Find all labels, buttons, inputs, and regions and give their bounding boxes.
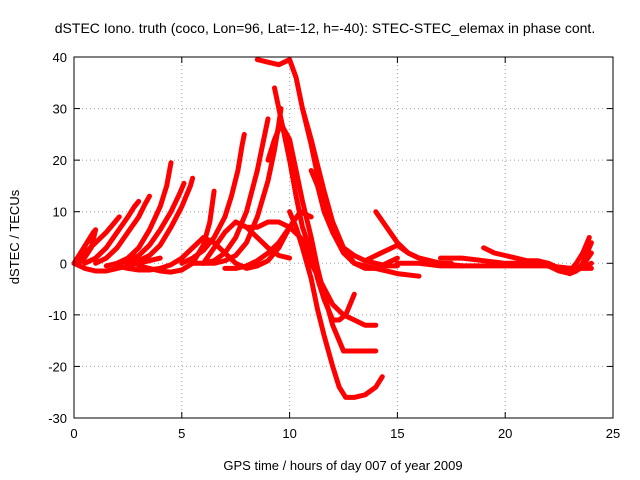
series-line — [222, 209, 314, 271]
y-tick-label: 0 — [60, 256, 67, 271]
y-tick-label: -20 — [48, 359, 67, 374]
series-line — [211, 224, 293, 271]
series-line — [287, 209, 385, 400]
series-line — [179, 131, 247, 266]
series-line — [125, 175, 196, 266]
y-tick-label: -30 — [48, 411, 67, 426]
series-group — [71, 57, 594, 400]
series-line — [545, 250, 594, 277]
series-line — [114, 235, 217, 273]
x-tick-label: 25 — [606, 426, 620, 441]
series-line — [93, 193, 152, 266]
series-line — [71, 214, 122, 266]
series-line — [136, 188, 217, 275]
x-axis-label: GPS time / hours of day 007 of year 2009 — [223, 458, 462, 473]
series-line — [233, 219, 379, 328]
x-tick-label: 15 — [390, 426, 404, 441]
x-tick-label: 5 — [178, 426, 185, 441]
grid — [74, 57, 613, 418]
series-line — [272, 85, 357, 323]
axis-ticks: 0 5 10 15 20 25 -30 -20 -10 0 10 20 30 40 — [48, 50, 620, 441]
y-axis-label: dSTEC / TECUs — [7, 189, 22, 284]
series-line — [556, 235, 592, 274]
series-line — [82, 198, 142, 266]
y-tick-label: 40 — [53, 50, 67, 65]
y-tick-label: 10 — [53, 205, 67, 220]
x-tick-label: 0 — [70, 426, 77, 441]
series-line — [71, 227, 99, 266]
y-tick-label: 20 — [53, 153, 67, 168]
chart-title: dSTEC Iono. truth (coco, Lon=96, Lat=-12… — [55, 20, 595, 36]
y-tick-label: -10 — [48, 308, 67, 323]
x-tick-label: 10 — [282, 426, 296, 441]
y-tick-label: 30 — [53, 102, 67, 117]
series-line — [308, 168, 400, 269]
series-line — [362, 242, 465, 269]
x-tick-label: 20 — [498, 426, 512, 441]
plot-frame — [73, 56, 614, 419]
series-line — [114, 180, 187, 266]
